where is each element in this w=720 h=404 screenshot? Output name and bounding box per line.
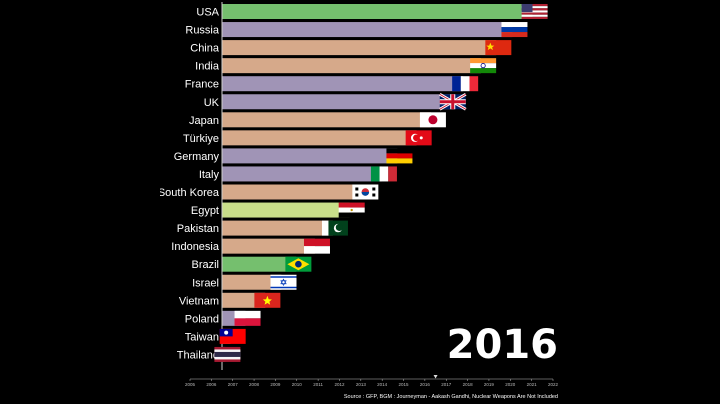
russia-flag-icon (501, 22, 528, 38)
france-flag-icon (452, 76, 479, 92)
china-flag-icon (485, 40, 512, 56)
source-text: Source : GFP, BGM : Journeyman - Aakash … (344, 394, 558, 400)
brazil-flag-icon (285, 256, 312, 272)
germany-flag-icon (386, 148, 413, 164)
timeline-tick-label: 2022 (548, 382, 559, 387)
country-label: Türkiye (183, 133, 219, 145)
bar-egypt (222, 202, 350, 218)
bar-usa (222, 4, 533, 19)
timeline-tick-label: 2005 (185, 382, 196, 387)
timeline-tick-label: 2008 (249, 382, 260, 387)
country-label: USA (196, 7, 219, 19)
chart-panel: USA Russia China India France UK Japan Türkiye G… (160, 0, 560, 404)
timeline-tick-label: 2020 (505, 382, 516, 387)
pakistan-flag-icon (321, 220, 348, 236)
year-label: 2016 (447, 322, 558, 368)
country-label: Poland (185, 313, 219, 325)
country-label: Vietnam (179, 295, 219, 307)
country-label: India (195, 61, 220, 73)
vietnam-flag-icon (254, 292, 281, 308)
uk-flag-icon (439, 92, 467, 111)
country-label: Germany (174, 151, 220, 163)
taiwan-flag-icon (219, 328, 246, 344)
timeline-tick-label: 2010 (292, 382, 303, 387)
country-label: Pakistan (177, 223, 219, 235)
timeline-marker (433, 375, 438, 379)
egypt-flag-icon (338, 202, 365, 218)
poland-flag-icon (234, 310, 261, 326)
bar-indonesia (222, 238, 315, 254)
country-label: China (190, 43, 220, 55)
south-korea-flag-icon (352, 184, 379, 200)
timeline-tick-label: 2011 (313, 382, 323, 387)
italy-flag-icon (370, 166, 397, 182)
india-flag-icon (470, 58, 497, 74)
japan-flag-icon (419, 112, 446, 128)
bar-chart: USA Russia China India France UK Japan Türkiye G… (160, 2, 559, 400)
timeline-tick-label: 2019 (484, 382, 495, 387)
timeline-tick-label: 2015 (399, 382, 410, 387)
country-label: Taiwan (185, 331, 219, 343)
timeline-tick-label: 2013 (356, 382, 367, 387)
turkiye-flag-icon (405, 130, 432, 146)
timeline-tick-label: 2016 (420, 382, 431, 387)
bar-china (222, 40, 497, 56)
country-label: Brazil (191, 259, 219, 271)
country-label: Italy (199, 169, 220, 181)
country-label: Indonesia (171, 241, 220, 253)
bar-brazil (222, 256, 297, 272)
bar-russia (222, 22, 513, 38)
bar-japan (222, 112, 431, 128)
country-label: Israel (192, 277, 219, 289)
bar-israel (222, 274, 282, 290)
country-label: Japan (189, 115, 219, 127)
country-label: Russia (185, 25, 220, 37)
timeline-tick-label: 2012 (334, 382, 345, 387)
country-label: South Korea (160, 187, 220, 199)
timeline-tick-label: 2017 (441, 382, 452, 387)
country-label: Thailand (177, 349, 219, 361)
usa-flag-icon (521, 4, 548, 19)
thailand-flag-icon (214, 346, 241, 362)
bar-france (222, 76, 464, 92)
bar-uk (222, 94, 451, 110)
israel-flag-icon (270, 274, 297, 290)
country-label: UK (204, 97, 220, 109)
country-label: Egypt (191, 205, 219, 217)
timeline-tick-label: 2006 (206, 382, 217, 387)
country-label: France (185, 79, 219, 91)
bar-germany (222, 148, 398, 164)
bar-south-korea (222, 184, 364, 200)
indonesia-flag-icon (303, 238, 330, 254)
timeline-tick-label: 2021 (527, 382, 538, 387)
bar-pakistan (222, 220, 333, 236)
timeline-tick-label: 2007 (228, 382, 239, 387)
timeline-tick-label: 2009 (270, 382, 281, 387)
bar-italy (222, 166, 382, 182)
bar-türkiye (222, 130, 417, 146)
timeline-tick-label: 2018 (463, 382, 474, 387)
timeline-tick-label: 2014 (377, 382, 388, 387)
bar-india (222, 58, 482, 74)
